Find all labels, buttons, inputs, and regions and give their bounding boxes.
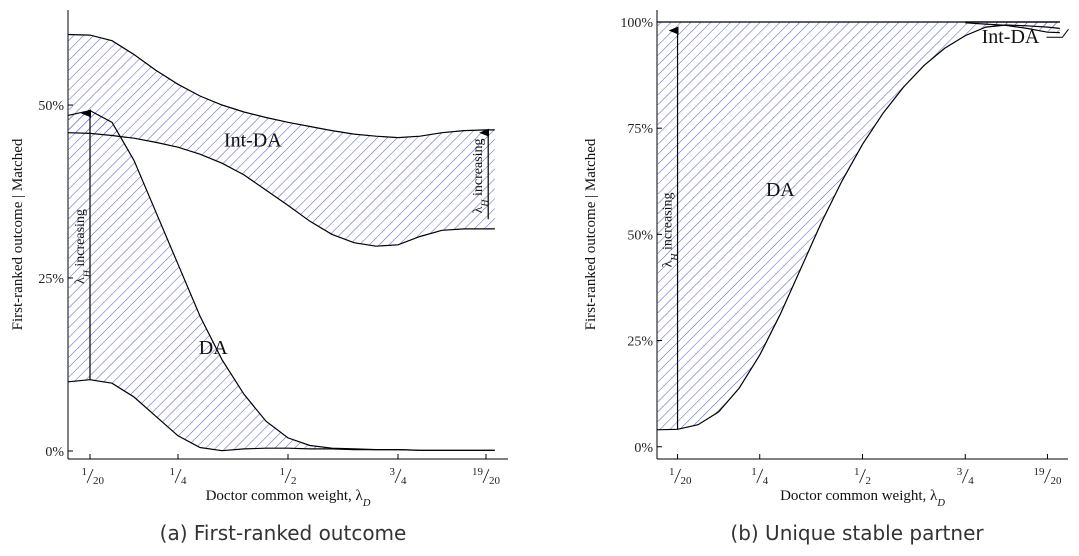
x-tick-label-denominator: 4 bbox=[401, 475, 407, 487]
lambda-h-increasing-label: λH increasing bbox=[73, 209, 93, 284]
y-tick-label: 75% bbox=[627, 122, 653, 137]
lambda-h-increasing-label: λH increasing bbox=[661, 192, 681, 267]
x-tick-label-slash bbox=[174, 468, 182, 484]
y-tick-label: 25% bbox=[627, 335, 653, 350]
region-label-int-da: Int-DA bbox=[982, 26, 1040, 48]
x-tick-label-denominator: 2 bbox=[866, 475, 872, 487]
curve-int-da-lower bbox=[965, 22, 1060, 34]
x-tick-label-slash bbox=[86, 468, 94, 484]
x-tick-label-slash bbox=[756, 468, 764, 484]
x-tick-label-numerator: 1 bbox=[751, 466, 757, 478]
x-axis-title: Doctor common weight, λD bbox=[206, 488, 371, 509]
y-axis-title: First-ranked outcome | Matched bbox=[10, 138, 26, 330]
x-tick-label-slash bbox=[394, 468, 402, 484]
x-tick-label-numerator: 3 bbox=[957, 466, 963, 478]
y-tick-label: 50% bbox=[627, 228, 653, 243]
x-tick-label-denominator: 2 bbox=[291, 475, 297, 487]
caption-panel-b: (b) Unique stable partner bbox=[730, 521, 984, 545]
x-tick-label-slash bbox=[482, 468, 490, 484]
band-da bbox=[68, 110, 495, 451]
x-tick-label-numerator: 1 bbox=[82, 466, 88, 478]
region-label-da: DA bbox=[766, 179, 795, 201]
curve-int-da-lower bbox=[67, 132, 495, 247]
int-da-leader-line bbox=[1046, 28, 1069, 38]
x-tick-label-numerator: 1 bbox=[170, 466, 176, 478]
x-tick-label-numerator: 1 bbox=[280, 466, 286, 478]
band-da bbox=[657, 22, 1060, 430]
region-label-da: DA bbox=[199, 337, 228, 359]
x-tick-label-numerator: 19 bbox=[472, 466, 484, 478]
x-tick-label-slash bbox=[284, 468, 292, 484]
y-axis-title: First-ranked outcome | Matched bbox=[583, 138, 599, 330]
x-tick-label-numerator: 19 bbox=[1033, 466, 1045, 478]
x-tick-label-denominator: 20 bbox=[489, 475, 501, 487]
x-tick-label-denominator: 4 bbox=[763, 475, 769, 487]
x-tick-label-slash bbox=[859, 468, 866, 484]
x-axis-title: Doctor common weight, λD bbox=[780, 488, 945, 509]
x-tick-label-denominator: 20 bbox=[681, 475, 693, 487]
x-tick-label-numerator: 3 bbox=[390, 466, 396, 478]
y-tick-label: 0% bbox=[45, 445, 64, 460]
caption-panel-a: (a) First-ranked outcome bbox=[160, 521, 407, 545]
x-tick-label-denominator: 20 bbox=[93, 475, 105, 487]
x-tick-label-denominator: 4 bbox=[968, 475, 974, 487]
y-tick-label: 25% bbox=[38, 272, 64, 287]
curve-da-lower bbox=[67, 379, 495, 452]
x-tick-label-numerator: 1 bbox=[854, 466, 860, 478]
curve-da-lower bbox=[656, 24, 1060, 431]
lambda-h-increasing-label: λH increasing bbox=[471, 139, 491, 214]
curve-int-da-upper bbox=[67, 33, 495, 139]
x-tick-label-denominator: 20 bbox=[1050, 475, 1062, 487]
band-int-da bbox=[68, 34, 495, 247]
x-tick-label-slash bbox=[1044, 468, 1051, 484]
x-tick-label-numerator: 1 bbox=[669, 466, 675, 478]
y-tick-label: 50% bbox=[38, 99, 64, 114]
y-tick-label: 0% bbox=[634, 441, 653, 456]
region-label-int-da: Int-DA bbox=[224, 130, 282, 152]
y-tick-label: 100% bbox=[620, 16, 653, 31]
x-tick-label-denominator: 4 bbox=[181, 475, 187, 487]
x-tick-label-slash bbox=[674, 468, 681, 484]
x-tick-label-slash bbox=[961, 468, 969, 484]
